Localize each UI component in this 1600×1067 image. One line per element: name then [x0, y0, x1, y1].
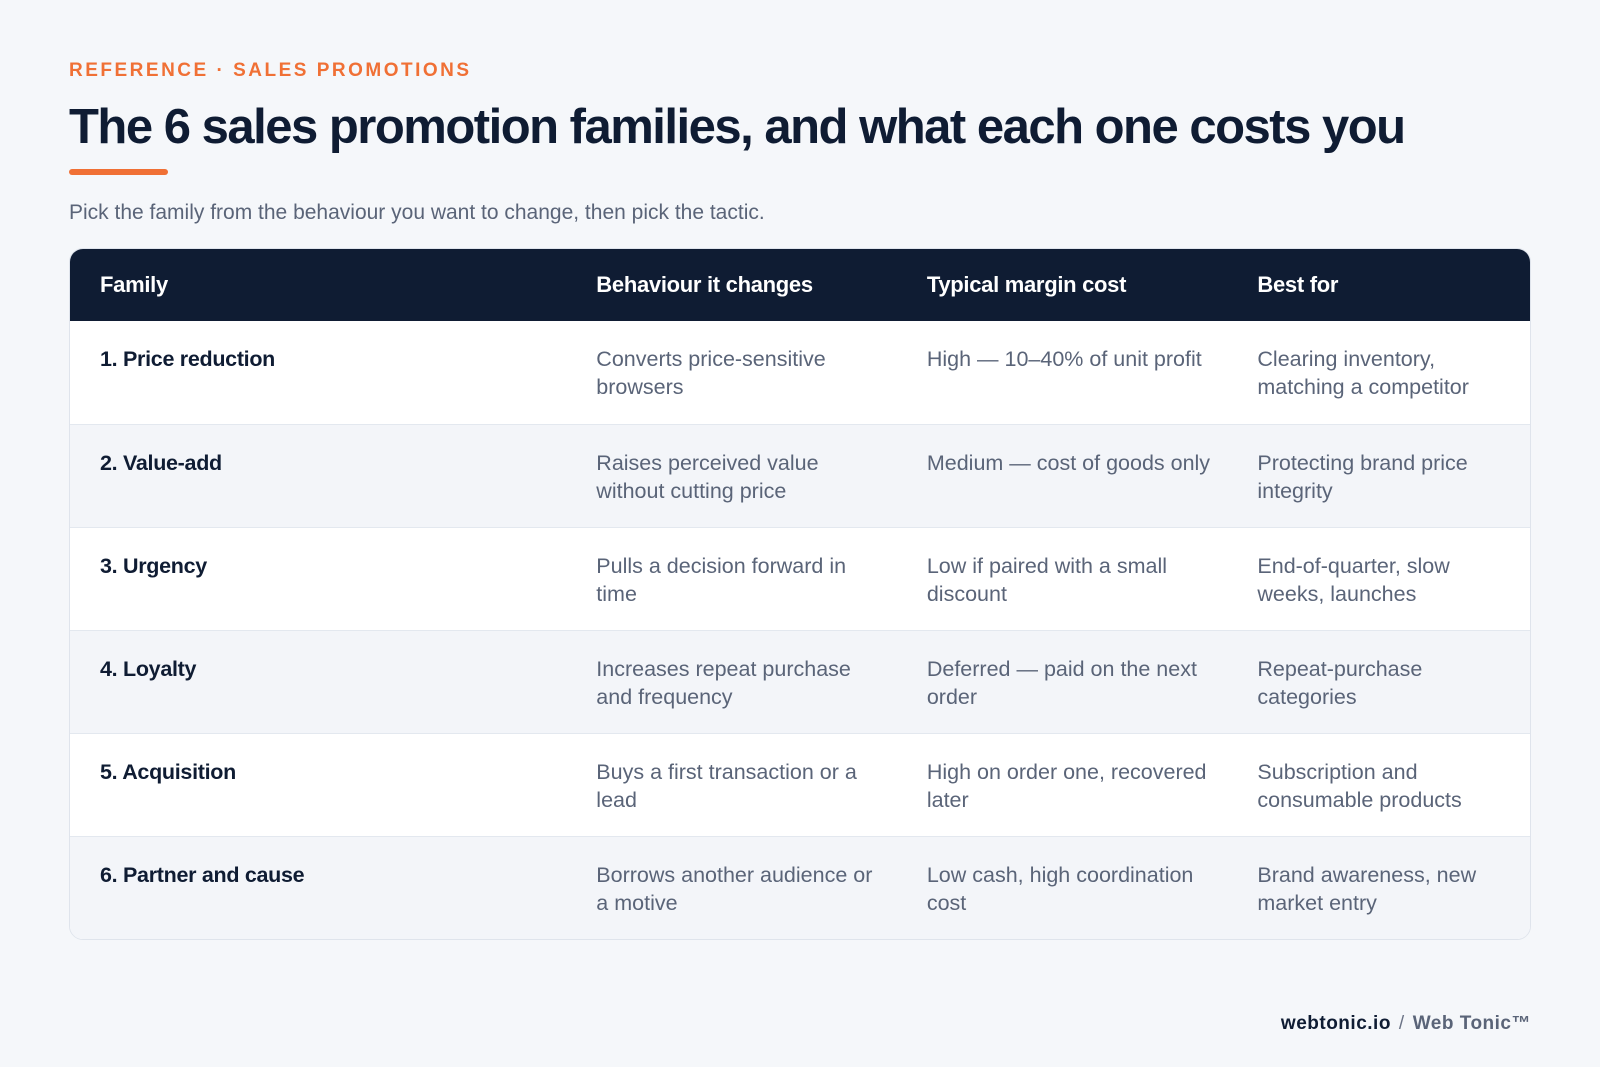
page-subtitle: Pick the family from the behaviour you w…: [69, 201, 765, 224]
family-cell: 5. Acquisition: [100, 760, 236, 784]
best-for-cell: Repeat-purchase categories: [1257, 657, 1423, 709]
behaviour-cell: Converts price-sensitive browsers: [596, 347, 826, 399]
best-for-cell: End-of-quarter, slow weeks, launches: [1257, 554, 1450, 606]
family-cell: 3. Urgency: [100, 554, 207, 578]
best-for-cell: Protecting brand price integrity: [1257, 451, 1468, 503]
header-best-for: Best for: [1257, 272, 1339, 297]
margin-cost-cell: Low if paired with a small discount: [926, 554, 1168, 606]
footer-site-link[interactable]: webtonic.io: [1280, 1013, 1391, 1034]
footer-credit: webtonic.io / Web Tonic™: [1281, 1013, 1531, 1035]
behaviour-cell: Pulls a decision forward in time: [596, 554, 847, 606]
family-cell: 4. Loyalty: [100, 657, 197, 681]
best-for-cell: Subscription and consumable products: [1257, 760, 1462, 812]
page-title: The 6 sales promotion families, and what…: [69, 100, 1406, 154]
margin-cost-cell: Deferred — paid on the next order: [926, 657, 1197, 709]
margin-cost-cell: High — 10–40% of unit profit: [926, 347, 1202, 371]
header-margin-cost: Typical margin cost: [926, 272, 1127, 297]
table-header-row: Family Behaviour it changes Typical marg…: [70, 249, 1530, 321]
behaviour-cell: Buys a first transaction or a lead: [596, 760, 857, 812]
table-row: 4. Loyalty Increases repeat purchase and…: [70, 630, 1530, 733]
table-row: 1. Price reduction Converts price-sensit…: [70, 321, 1530, 424]
behaviour-cell: Raises perceived value without cutting p…: [596, 451, 819, 503]
margin-cost-cell: Medium — cost of goods only: [926, 451, 1211, 475]
footer-brand: Web Tonic™: [1412, 1013, 1531, 1034]
family-cell: 1. Price reduction: [100, 347, 276, 371]
promotion-families-table: Family Behaviour it changes Typical marg…: [69, 248, 1531, 940]
best-for-cell: Brand awareness, new market entry: [1257, 863, 1477, 915]
table-row: 2. Value-add Raises perceived value with…: [70, 424, 1530, 527]
table-row: 3. Urgency Pulls a decision forward in t…: [70, 527, 1530, 630]
header-family: Family: [100, 272, 168, 297]
behaviour-cell: Increases repeat purchase and frequency: [596, 657, 851, 709]
family-cell: 6. Partner and cause: [100, 863, 305, 887]
table-row: 6. Partner and cause Borrows another aud…: [70, 836, 1530, 939]
table-row: 5. Acquisition Buys a first transaction …: [70, 733, 1530, 836]
family-cell: 2. Value-add: [100, 451, 222, 475]
title-accent-bar: [69, 169, 168, 175]
best-for-cell: Clearing inventory, matching a competito…: [1257, 347, 1469, 399]
header-behaviour: Behaviour it changes: [596, 272, 813, 297]
eyebrow-label: REFERENCE · SALES PROMOTIONS: [69, 60, 472, 81]
margin-cost-cell: Low cash, high coordination cost: [926, 863, 1194, 915]
margin-cost-cell: High on order one, recovered later: [926, 760, 1207, 812]
behaviour-cell: Borrows another audience or a motive: [596, 863, 873, 915]
table-body: 1. Price reduction Converts price-sensit…: [70, 321, 1530, 939]
footer-separator: /: [1398, 1013, 1405, 1034]
